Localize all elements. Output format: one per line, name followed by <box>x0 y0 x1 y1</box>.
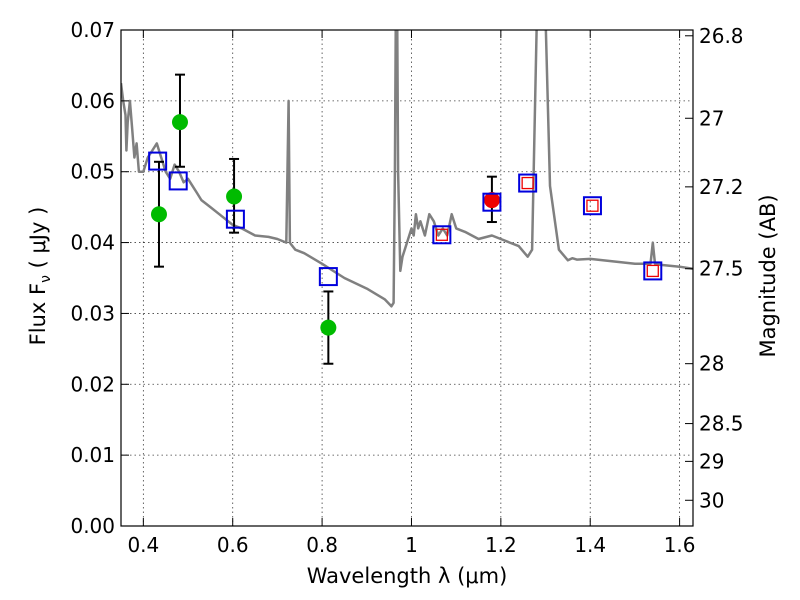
model-band-square-inner <box>586 199 599 212</box>
data-markers <box>148 73 663 365</box>
y-tick-label: 0.02 <box>70 372 115 396</box>
x-axis-label: Wavelength λ (μm) <box>307 564 508 588</box>
data-point-circle <box>150 206 167 223</box>
model-band-square <box>168 171 188 191</box>
data-point-circle <box>171 114 188 131</box>
y2-tick-label: 27 <box>699 106 724 130</box>
x-tick-label: 1 <box>405 533 418 557</box>
model-spectrum-line <box>121 30 693 308</box>
y2-tick-label: 28.5 <box>699 412 744 436</box>
model-band-square <box>643 261 663 281</box>
y2-tick-label: 27.5 <box>699 257 744 281</box>
y2-axis-label: Magnitude (AB) <box>756 194 780 357</box>
y-tick-label: 0.07 <box>70 18 115 42</box>
y2-tick-label: 26.8 <box>699 24 744 48</box>
plot-frame <box>120 29 694 527</box>
y-tick-label: 0.06 <box>70 89 115 113</box>
model-band-square <box>582 196 602 216</box>
model-band-square <box>482 192 502 212</box>
y2-tick-label: 30 <box>699 488 724 512</box>
data-point-circle <box>483 192 500 209</box>
y-tick-label: 0.03 <box>70 301 115 325</box>
x-tick-label: 1.2 <box>485 533 517 557</box>
axis-ticks: 0.4 0.6 0.8 1 1.2 1.4 1.6 0.00 0.01 0.02 0.03 0.04 0… <box>70 18 743 557</box>
y-tick-label: 0.00 <box>70 514 115 538</box>
y-tick-label: 0.04 <box>70 231 115 255</box>
x-tick-label: 0.8 <box>306 533 338 557</box>
x-tick-label: 1.4 <box>574 533 606 557</box>
model-band-square-inner <box>646 264 659 278</box>
y-axis-label: Flux Fν ( μJy ) <box>26 207 54 346</box>
data-point-circle <box>226 188 243 205</box>
y2-tick-label: 28 <box>699 352 724 376</box>
model-band-square <box>318 267 338 287</box>
x-tick-label: 0.4 <box>127 533 159 557</box>
model-band-square <box>518 173 538 193</box>
model-band-square-inner <box>435 228 449 241</box>
y-tick-label: 0.01 <box>70 443 115 467</box>
y2-tick-label: 27.2 <box>699 175 744 199</box>
x-tick-label: 0.6 <box>217 533 249 557</box>
x-tick-label: 1.6 <box>664 533 696 557</box>
y2-tick-label: 29 <box>699 449 724 473</box>
model-band-square <box>432 225 452 245</box>
model-band-square <box>225 209 245 229</box>
model-band-square <box>148 151 168 171</box>
y-tick-label: 0.05 <box>70 160 115 184</box>
model-band-square-inner <box>521 176 534 190</box>
grid <box>121 29 693 527</box>
data-point-circle <box>320 319 337 336</box>
